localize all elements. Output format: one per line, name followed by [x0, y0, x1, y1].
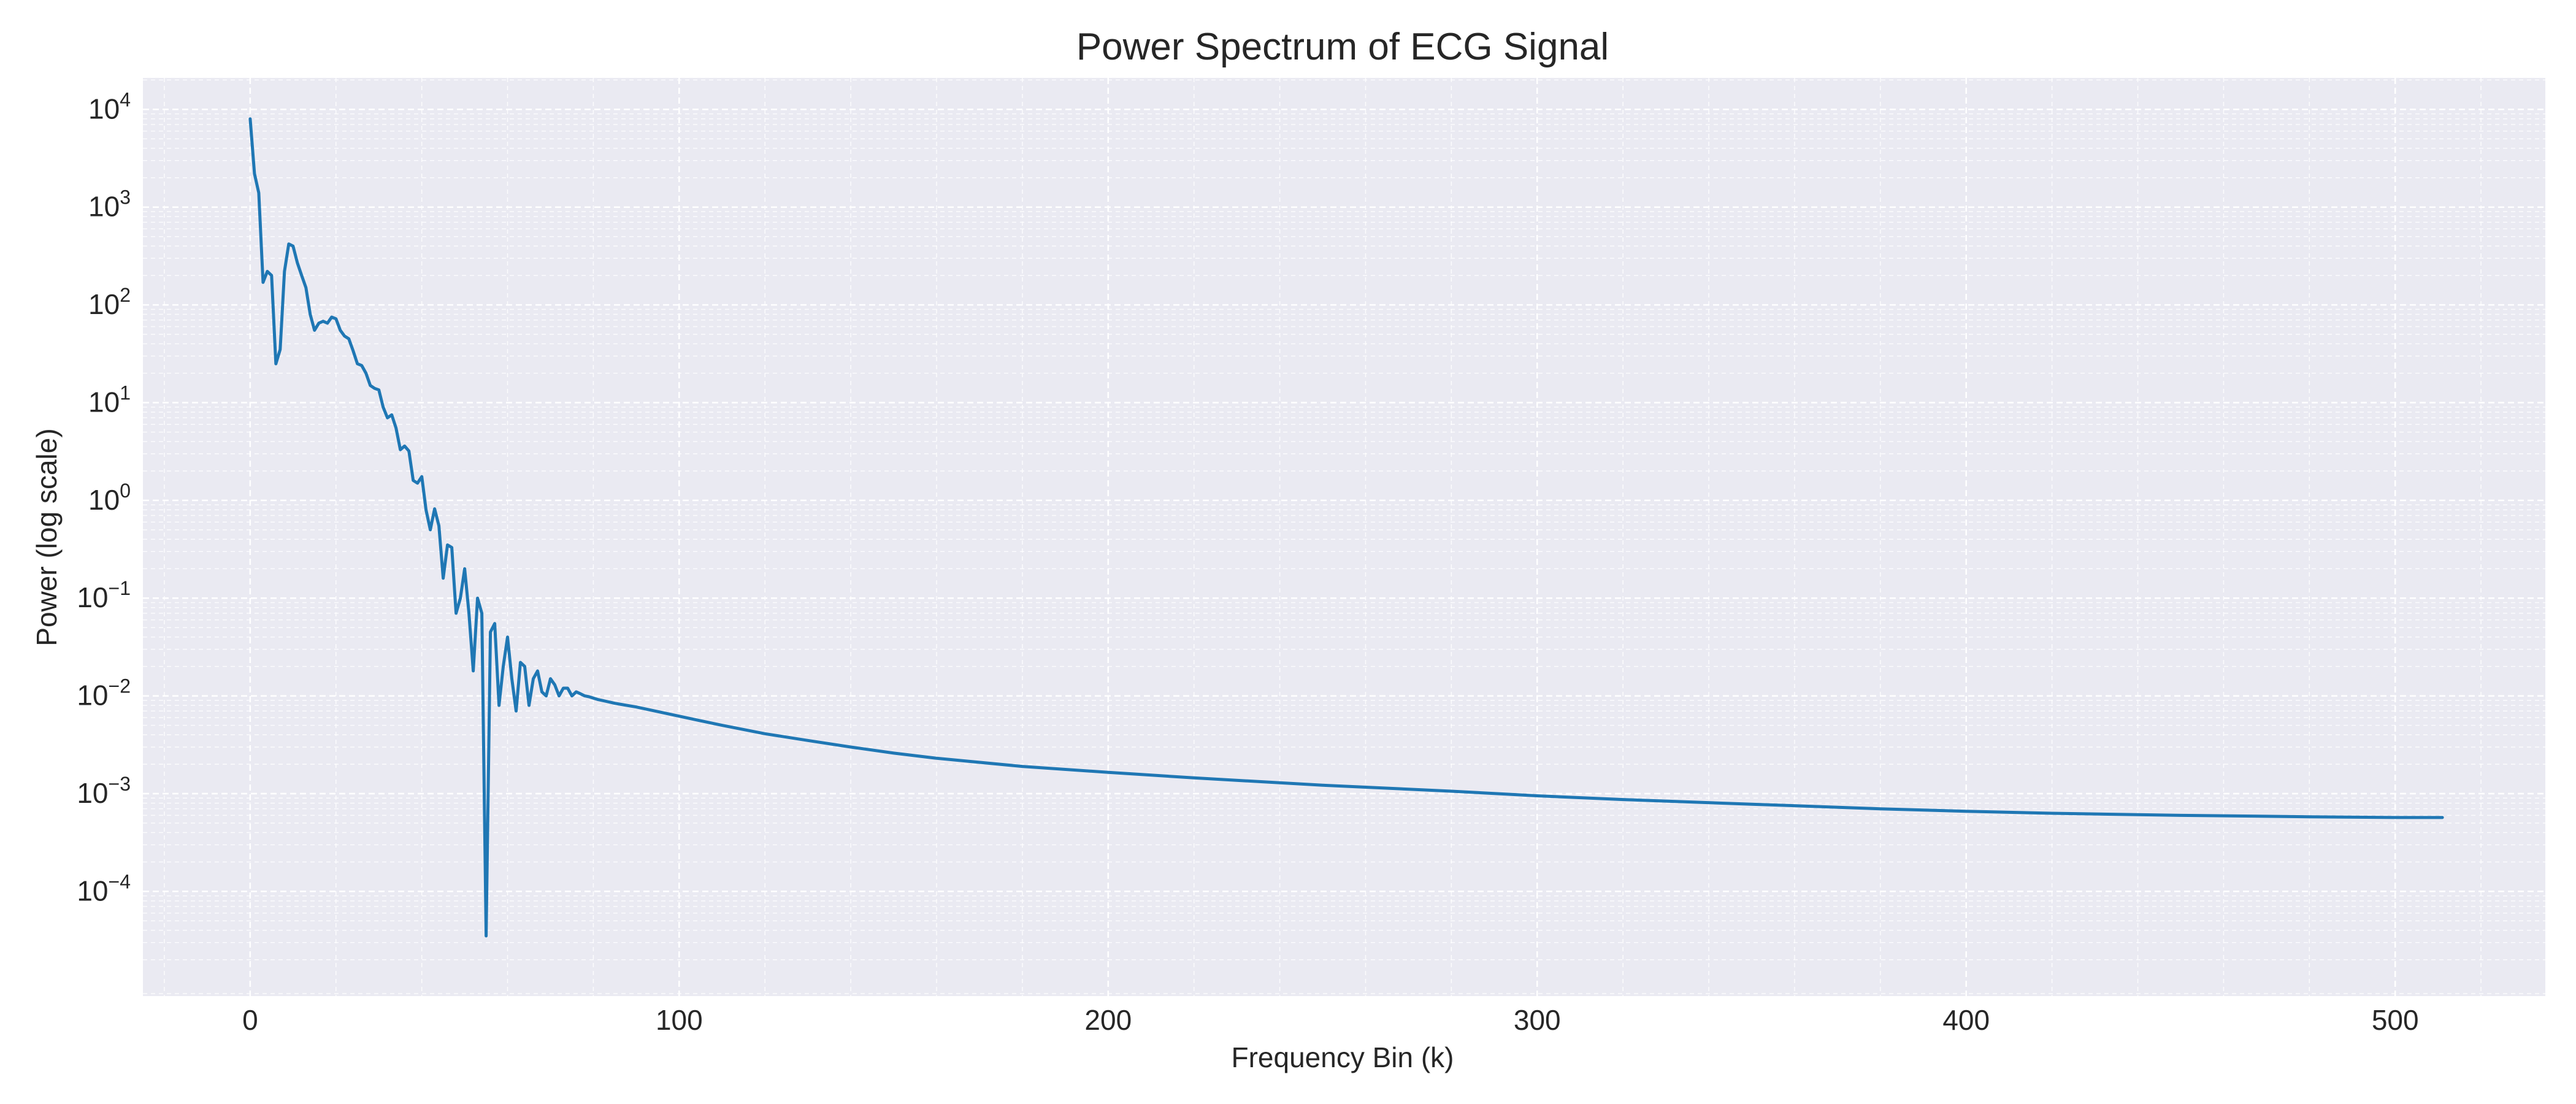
y-tick-label: 10−2 — [77, 675, 131, 711]
major-grid — [143, 78, 2545, 996]
y-tick-label: 10−1 — [77, 577, 131, 613]
series-line — [248, 117, 2444, 938]
x-tick-label: 0 — [242, 1004, 258, 1036]
series-layer — [248, 117, 2444, 938]
x-tick-label: 200 — [1084, 1004, 1132, 1036]
y-tick-label: 102 — [88, 284, 131, 320]
plot-area — [143, 78, 2545, 996]
x-tick-label: 500 — [2372, 1004, 2419, 1036]
minor-grid — [143, 78, 2545, 996]
y-axis-ticks: 104 103 102 101 100 10−1 10−2 10−3 10−4 — [77, 88, 131, 907]
y-tick-label: 100 — [88, 480, 131, 516]
y-tick-label: 10−3 — [77, 773, 131, 809]
chart-title: Power Spectrum of ECG Signal — [1076, 26, 1609, 68]
y-tick-label: 101 — [88, 381, 131, 418]
y-tick-label: 103 — [88, 186, 131, 223]
y-tick-label: 104 — [88, 88, 131, 125]
x-axis-ticks: 0 100 200 300 400 500 — [242, 1004, 2418, 1036]
x-tick-label: 100 — [656, 1004, 703, 1036]
y-tick-label: 10−4 — [77, 870, 131, 907]
x-tick-label: 400 — [1942, 1004, 1990, 1036]
x-axis-label: Frequency Bin (k) — [1231, 1041, 1454, 1073]
y-axis-label: Power (log scale) — [31, 428, 63, 646]
x-tick-label: 300 — [1514, 1004, 1561, 1036]
